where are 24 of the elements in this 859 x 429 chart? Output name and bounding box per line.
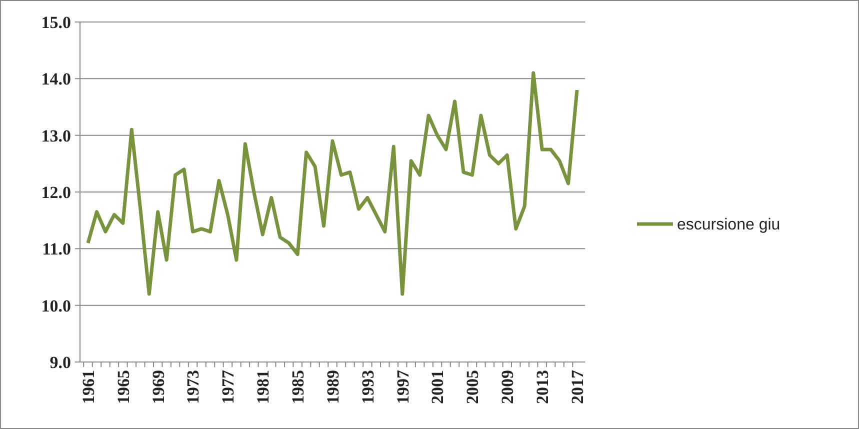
x-tick-label: 1997	[393, 370, 412, 404]
x-tick-label: 2001	[428, 370, 448, 404]
y-tick-label: 15.0	[41, 12, 71, 32]
x-tick-label: 1989	[323, 370, 342, 404]
x-tick-label: 2005	[463, 370, 482, 404]
x-tick-label: 1993	[358, 370, 378, 404]
x-tick-label: 1981	[254, 370, 273, 404]
y-tick-label: 10.0	[41, 296, 71, 316]
x-tick-label: 1965	[114, 370, 133, 404]
x-tick-label: 1969	[148, 370, 168, 404]
y-tick-label: 11.0	[42, 240, 71, 259]
y-tick-label: 9.0	[50, 352, 71, 372]
y-tick-label: 14.0	[41, 70, 71, 89]
legend-label: escursione giu	[677, 216, 780, 234]
y-tick-label: 13.0	[41, 126, 71, 146]
x-tick-label: 1961	[78, 370, 98, 404]
line-series	[86, 71, 579, 296]
x-tick-label: 2017	[568, 370, 587, 404]
x-tick-label: 1985	[288, 370, 308, 404]
x-tick-label: 2013	[533, 370, 552, 404]
x-tick-label: 1977	[218, 370, 238, 404]
x-tick-label: 1973	[184, 370, 203, 404]
x-tick-label: 2009	[498, 370, 518, 404]
y-tick-label: 12.0	[41, 182, 71, 202]
